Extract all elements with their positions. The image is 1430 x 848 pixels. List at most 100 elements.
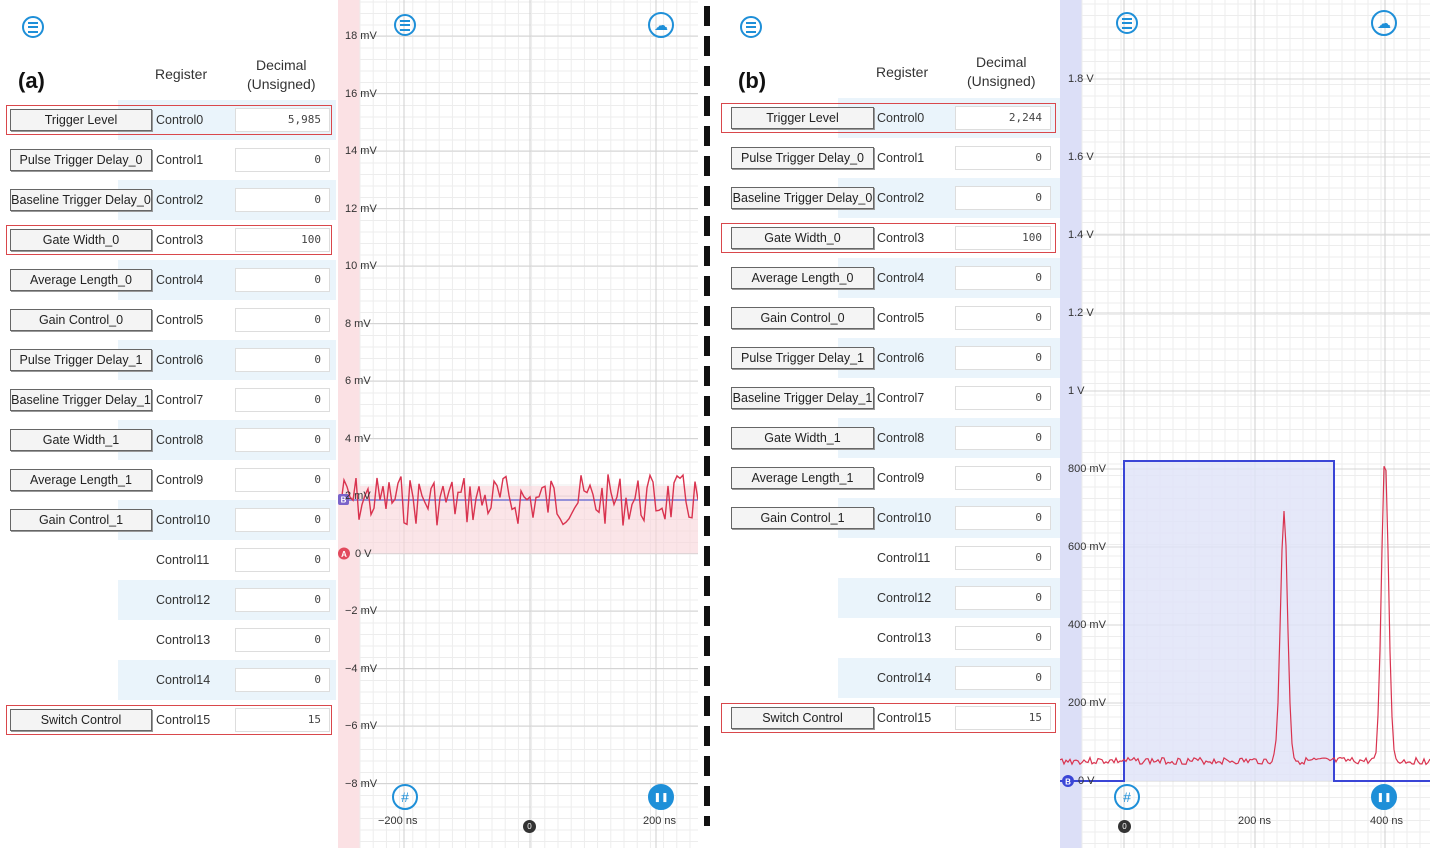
register-function-button[interactable]: Pulse Trigger Delay_1 <box>10 349 152 371</box>
register-value-input[interactable]: 2,244 <box>955 106 1051 130</box>
register-name: Control15 <box>877 711 932 725</box>
register-function-button[interactable]: Average Length_1 <box>731 467 874 489</box>
register-value-input[interactable]: 0 <box>235 188 330 212</box>
channel-b-marker[interactable] <box>1062 775 1074 787</box>
register-value-input[interactable]: 0 <box>955 626 1051 650</box>
register-value-input[interactable]: 5,985 <box>235 108 330 132</box>
register-function-button[interactable]: Baseline Trigger Delay_0 <box>10 189 152 211</box>
register-name: Control4 <box>156 273 204 287</box>
pause-icon[interactable]: ❚❚ <box>648 784 674 810</box>
highlight-box <box>721 103 1056 133</box>
register-name: Control8 <box>156 433 204 447</box>
register-value-input[interactable]: 0 <box>235 468 330 492</box>
register-name: Control1 <box>877 151 925 165</box>
register-function-button[interactable]: Pulse Trigger Delay_0 <box>10 149 152 171</box>
register-value-input[interactable]: 0 <box>235 588 330 612</box>
panel-b: (b) Register Decimal (Unsigned) Trigger Leve… <box>718 0 1430 848</box>
y-axis-label: 10 mV <box>345 260 377 272</box>
register-value-input[interactable]: 0 <box>955 266 1051 290</box>
register-value-input[interactable]: 0 <box>235 548 330 572</box>
channel-b-marker[interactable] <box>338 494 349 505</box>
y-axis-label: −8 mV <box>345 777 378 790</box>
register-function-button[interactable]: Gate Width_0 <box>10 229 152 251</box>
register-function-button[interactable]: Average Length_0 <box>731 267 874 289</box>
register-function-button[interactable]: Gate Width_1 <box>731 427 874 449</box>
register-function-button[interactable]: Gain Control_1 <box>10 509 152 531</box>
oscilloscope-b-plot[interactable]: B <box>1060 0 1430 848</box>
register-value-input[interactable]: 0 <box>955 186 1051 210</box>
register-function-button[interactable]: Switch Control <box>731 707 874 729</box>
y-axis-label: −6 mV <box>345 720 378 732</box>
cloud-upload-icon[interactable]: ☁ <box>648 12 674 38</box>
x-axis-label: 200 ns <box>1238 815 1272 827</box>
register-value-input[interactable]: 15 <box>235 708 330 732</box>
register-value-input[interactable]: 0 <box>955 666 1051 690</box>
cloud-upload-icon[interactable]: ☁ <box>1371 10 1397 36</box>
register-function-button[interactable]: Gain Control_0 <box>10 309 152 331</box>
decimal-header: Decimal (Unsigned) <box>967 53 1035 91</box>
register-function-button[interactable]: Pulse Trigger Delay_1 <box>731 347 874 369</box>
register-name: Control0 <box>877 111 925 125</box>
register-name: Control14 <box>156 673 211 687</box>
decimal-header-line1: Decimal <box>975 54 1027 70</box>
scope-menu-icon[interactable] <box>1116 12 1138 34</box>
register-name: Control10 <box>156 513 211 527</box>
highlight-box <box>6 105 332 135</box>
register-value-input[interactable]: 0 <box>955 346 1051 370</box>
decimal-header-line2: (Unsigned) <box>967 73 1036 89</box>
channel-a-marker[interactable] <box>338 547 350 560</box>
register-value-input[interactable]: 0 <box>235 268 330 292</box>
register-function-button[interactable]: Switch Control <box>10 709 152 731</box>
figure-label: (a) <box>18 68 45 93</box>
register-value-input[interactable]: 0 <box>955 386 1051 410</box>
register-value-input[interactable]: 0 <box>955 586 1051 610</box>
register-function-button[interactable]: Gate Width_0 <box>731 227 874 249</box>
register-value-input[interactable]: 0 <box>235 628 330 652</box>
register-function-button[interactable]: Average Length_0 <box>10 269 152 291</box>
register-function-button[interactable]: Trigger Level <box>731 107 874 129</box>
register-value-input[interactable]: 0 <box>955 466 1051 490</box>
register-value-input[interactable]: 0 <box>235 308 330 332</box>
decimal-header-line2: (Unsigned) <box>247 76 316 92</box>
register-value-input[interactable]: 15 <box>955 706 1051 730</box>
register-value-input[interactable]: 0 <box>235 668 330 692</box>
register-function-button[interactable]: Gain Control_1 <box>731 507 874 529</box>
register-function-button[interactable]: Gate Width_1 <box>10 429 152 451</box>
register-function-button[interactable]: Pulse Trigger Delay_0 <box>731 147 874 169</box>
oscilloscope-a-plot[interactable]: AB <box>338 0 698 848</box>
register-name: Control7 <box>877 391 925 405</box>
register-name: Control7 <box>156 393 204 407</box>
register-value-input[interactable]: 0 <box>235 348 330 372</box>
register-name: Control4 <box>877 271 925 285</box>
scope-menu-icon[interactable] <box>394 14 416 36</box>
register-value-input[interactable]: 0 <box>235 388 330 412</box>
register-value-input[interactable]: 0 <box>235 508 330 532</box>
grid-toggle-icon[interactable]: # <box>392 784 418 810</box>
highlight-box <box>6 225 332 255</box>
y-axis-label: 200 mV <box>1068 697 1106 709</box>
register-function-button[interactable]: Trigger Level <box>10 109 152 131</box>
register-name: Control5 <box>877 311 925 325</box>
x-axis-label: 200 ns <box>643 815 677 827</box>
register-value-input[interactable]: 0 <box>235 148 330 172</box>
register-function-button[interactable]: Baseline Trigger Delay_1 <box>731 387 874 409</box>
register-function-button[interactable]: Gain Control_0 <box>731 307 874 329</box>
register-value-input[interactable]: 0 <box>955 426 1051 450</box>
channel-a-marker-label: A <box>341 550 347 559</box>
register-value-input[interactable]: 0 <box>955 146 1051 170</box>
register-value-input[interactable]: 100 <box>955 226 1051 250</box>
register-name: Control2 <box>877 191 925 205</box>
pause-icon[interactable]: ❚❚ <box>1371 784 1397 810</box>
register-function-button[interactable]: Average Length_1 <box>10 469 152 491</box>
register-function-button[interactable]: Baseline Trigger Delay_1 <box>10 389 152 411</box>
grid-toggle-icon[interactable]: # <box>1114 784 1140 810</box>
register-value-input[interactable]: 0 <box>955 306 1051 330</box>
register-value-input[interactable]: 0 <box>235 428 330 452</box>
menu-icon[interactable] <box>22 16 44 38</box>
register-name: Control3 <box>156 233 204 247</box>
menu-icon[interactable] <box>740 16 762 38</box>
register-value-input[interactable]: 100 <box>235 228 330 252</box>
register-value-input[interactable]: 0 <box>955 506 1051 530</box>
register-value-input[interactable]: 0 <box>955 546 1051 570</box>
register-function-button[interactable]: Baseline Trigger Delay_0 <box>731 187 874 209</box>
